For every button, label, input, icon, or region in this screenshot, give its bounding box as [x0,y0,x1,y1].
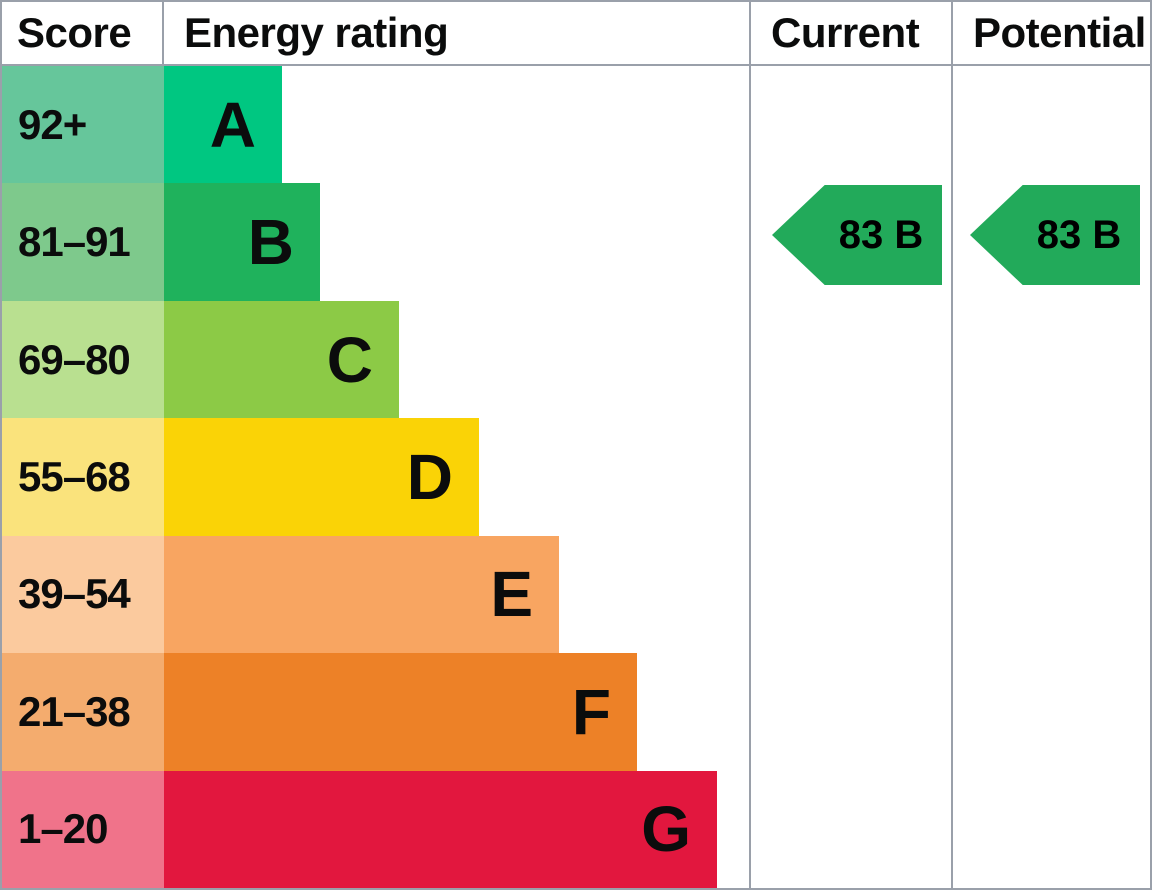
current-arrow-area: 83 B [751,66,951,888]
potential-column: Potential 83 B [951,2,1150,888]
score-column-header: Score [2,2,164,64]
rating-bands: 92+ A 81–91 B 69–80 C 55–68 D 39–54 E 21… [2,66,749,888]
band-row-e: 39–54 E [2,535,749,654]
rating-bar-a: A [164,66,282,184]
energy-rating-column-header: Energy rating [184,9,449,56]
potential-arrow-area: 83 B [953,66,1150,888]
current-column: Current 83 B [749,2,951,888]
score-range-d: 55–68 [2,418,164,536]
potential-column-header: Potential [953,2,1150,66]
score-range-e: 39–54 [2,535,164,654]
band-row-d: 55–68 D [2,418,749,536]
band-row-f: 21–38 F [2,653,749,771]
rating-panel: Score Energy rating 92+ A 81–91 B 69–80 … [2,2,749,888]
rating-bar-f: F [164,653,637,771]
rating-bar-b: B [164,183,320,301]
score-range-a: 92+ [2,66,164,184]
band-row-c: 69–80 C [2,300,749,419]
band-row-g: 1–20 G [2,770,749,888]
rating-bar-g: G [164,770,717,888]
score-range-f: 21–38 [2,653,164,771]
current-rating-arrow-icon: 83 B [772,185,942,285]
current-column-header: Current [751,2,951,66]
band-row-a: 92+ A [2,66,749,184]
potential-rating-arrow-icon: 83 B [970,185,1140,285]
band-row-b: 81–91 B [2,183,749,301]
rating-bar-e: E [164,535,559,654]
score-range-c: 69–80 [2,300,164,419]
score-range-g: 1–20 [2,770,164,888]
score-range-b: 81–91 [2,183,164,301]
rating-bar-d: D [164,418,479,536]
rating-bar-c: C [164,300,399,419]
left-header-row: Score Energy rating [2,2,749,66]
